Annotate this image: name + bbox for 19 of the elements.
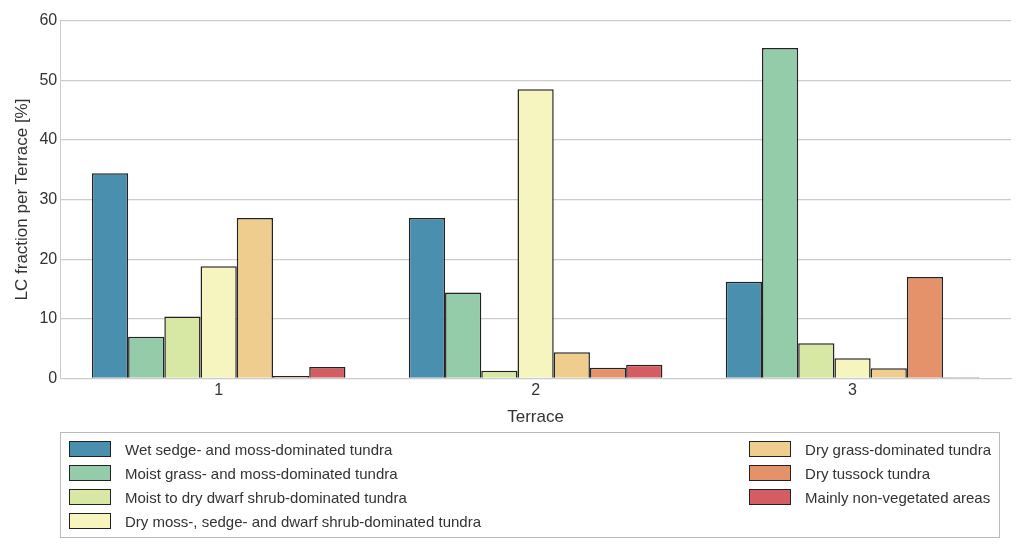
legend-label: Dry grass-dominated tundra bbox=[805, 440, 991, 458]
legend-label: Moist grass- and moss-dominated tundra bbox=[125, 464, 398, 482]
legend-label: Mainly non-vegetated areas bbox=[805, 488, 991, 506]
y-tick-label: 50 bbox=[39, 70, 58, 88]
x-tick-label: 3 bbox=[848, 381, 858, 399]
x-axis-title: Terrace bbox=[507, 407, 564, 427]
y-tick-label: 40 bbox=[39, 130, 58, 148]
y-tick-label: 20 bbox=[39, 249, 58, 267]
y-tick-label: 0 bbox=[48, 368, 58, 386]
y-axis-title: LC fraction per Terrace [%] bbox=[11, 98, 31, 301]
x-tick-label: 1 bbox=[214, 381, 224, 399]
legend-label: Dry tussock tundra bbox=[805, 464, 931, 482]
legend-label: Wet sedge- and moss-dominated tundra bbox=[125, 440, 393, 458]
y-tick-label: 60 bbox=[39, 11, 58, 29]
legend-label: Dry moss-, sedge- and dwarf shrub-dominated tundra bbox=[125, 512, 482, 530]
y-tick-label: 10 bbox=[39, 309, 58, 327]
legend-label: Moist to dry dwarf shrub-dominated tundra bbox=[125, 488, 407, 506]
y-tick-label: 30 bbox=[39, 189, 58, 207]
x-tick-label: 2 bbox=[531, 381, 541, 399]
